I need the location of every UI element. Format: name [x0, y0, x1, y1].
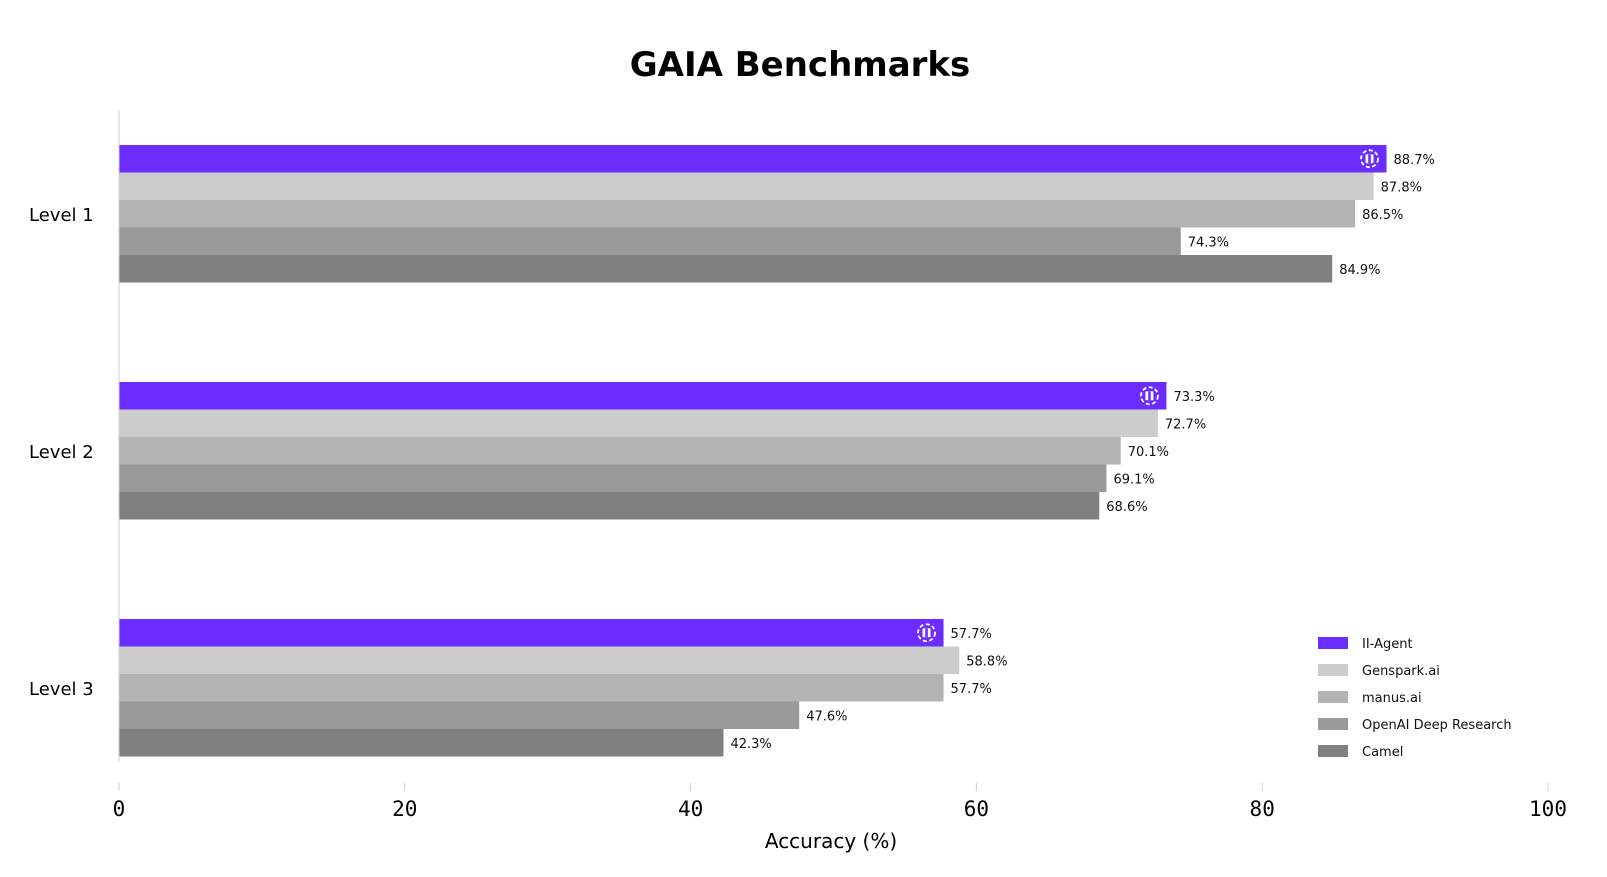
logo-icon-ring	[1140, 386, 1159, 406]
legend-item: Genspark.ai	[1318, 664, 1440, 679]
logo-icon-slot	[1148, 391, 1151, 401]
bar-manus-ai-level-2	[119, 437, 1121, 465]
data-label: 47.6%	[806, 709, 847, 724]
category-label: Level 1	[29, 205, 94, 226]
bar-camel-level-3	[119, 729, 724, 757]
data-label: 84.9%	[1339, 263, 1380, 278]
logo-icon	[917, 623, 936, 643]
data-label: 87.8%	[1381, 180, 1422, 195]
bar-manus-ai-level-3	[119, 674, 944, 702]
logo-icon	[1140, 386, 1159, 406]
bar-camel-level-2	[119, 492, 1100, 520]
bar-openai-deep-research-level-3	[119, 701, 800, 729]
bar-manus-ai-level-1	[119, 200, 1356, 228]
x-axis-title: Accuracy (%)	[765, 829, 897, 853]
legend-swatch	[1318, 745, 1348, 757]
logo-icon-ring	[917, 623, 936, 643]
legend-label: OpenAI Deep Research	[1362, 718, 1512, 733]
bar-genspark-ai-level-1	[119, 172, 1374, 200]
bars-group: 88.7% 87.8% 86.5% 74.3% 84.9% Level 1 73.3% 72.…	[29, 145, 1435, 757]
data-label: 57.7%	[951, 682, 992, 697]
data-label: 72.7%	[1165, 417, 1206, 432]
bar-openai-deep-research-level-2	[119, 464, 1107, 492]
legend-item: Camel	[1318, 745, 1403, 760]
bar-openai-deep-research-level-1	[119, 227, 1181, 255]
bar-camel-level-1	[119, 255, 1333, 283]
bar-genspark-ai-level-2	[119, 409, 1158, 437]
legend: II-Agent Genspark.ai manus.ai OpenAI Deep R…	[1318, 637, 1512, 760]
data-label: 86.5%	[1362, 208, 1403, 223]
legend-item: II-Agent	[1318, 637, 1413, 652]
legend-swatch	[1318, 637, 1348, 649]
x-tick-label: 100	[1529, 797, 1567, 821]
logo-icon-slot	[925, 628, 928, 638]
data-label: 88.7%	[1394, 153, 1435, 168]
x-axis: 0 20 40 60 80 100	[113, 110, 1567, 821]
category-label: Level 2	[29, 442, 94, 463]
bar-ii-agent-level-1	[119, 145, 1387, 173]
logo-icon-ring	[1360, 149, 1379, 169]
legend-label: II-Agent	[1362, 637, 1413, 652]
x-tick-label: 20	[392, 797, 417, 821]
legend-label: Genspark.ai	[1362, 664, 1440, 679]
legend-item: manus.ai	[1318, 691, 1422, 706]
legend-label: Camel	[1362, 745, 1403, 760]
data-label: 57.7%	[951, 627, 992, 642]
legend-swatch	[1318, 691, 1348, 703]
legend-swatch	[1318, 664, 1348, 676]
logo-icon-slot	[1368, 154, 1371, 164]
legend-swatch	[1318, 718, 1348, 730]
legend-item: OpenAI Deep Research	[1318, 718, 1512, 733]
data-label: 58.8%	[966, 654, 1007, 669]
data-label: 70.1%	[1128, 445, 1169, 460]
data-label: 69.1%	[1113, 472, 1154, 487]
x-tick-label: 80	[1250, 797, 1275, 821]
data-label: 73.3%	[1173, 390, 1214, 405]
chart-title: GAIA Benchmarks	[630, 45, 971, 85]
logo-icon	[1360, 149, 1379, 169]
data-label: 74.3%	[1188, 235, 1229, 250]
bar-genspark-ai-level-3	[119, 646, 960, 674]
bar-ii-agent-level-3	[119, 619, 944, 647]
x-tick-label: 40	[678, 797, 703, 821]
legend-label: manus.ai	[1362, 691, 1422, 706]
x-tick-label: 60	[964, 797, 989, 821]
data-label: 68.6%	[1106, 500, 1147, 515]
category-label: Level 3	[29, 679, 94, 700]
data-label: 42.3%	[730, 737, 771, 752]
bar-ii-agent-level-2	[119, 382, 1167, 410]
x-tick-label: 0	[113, 797, 126, 821]
